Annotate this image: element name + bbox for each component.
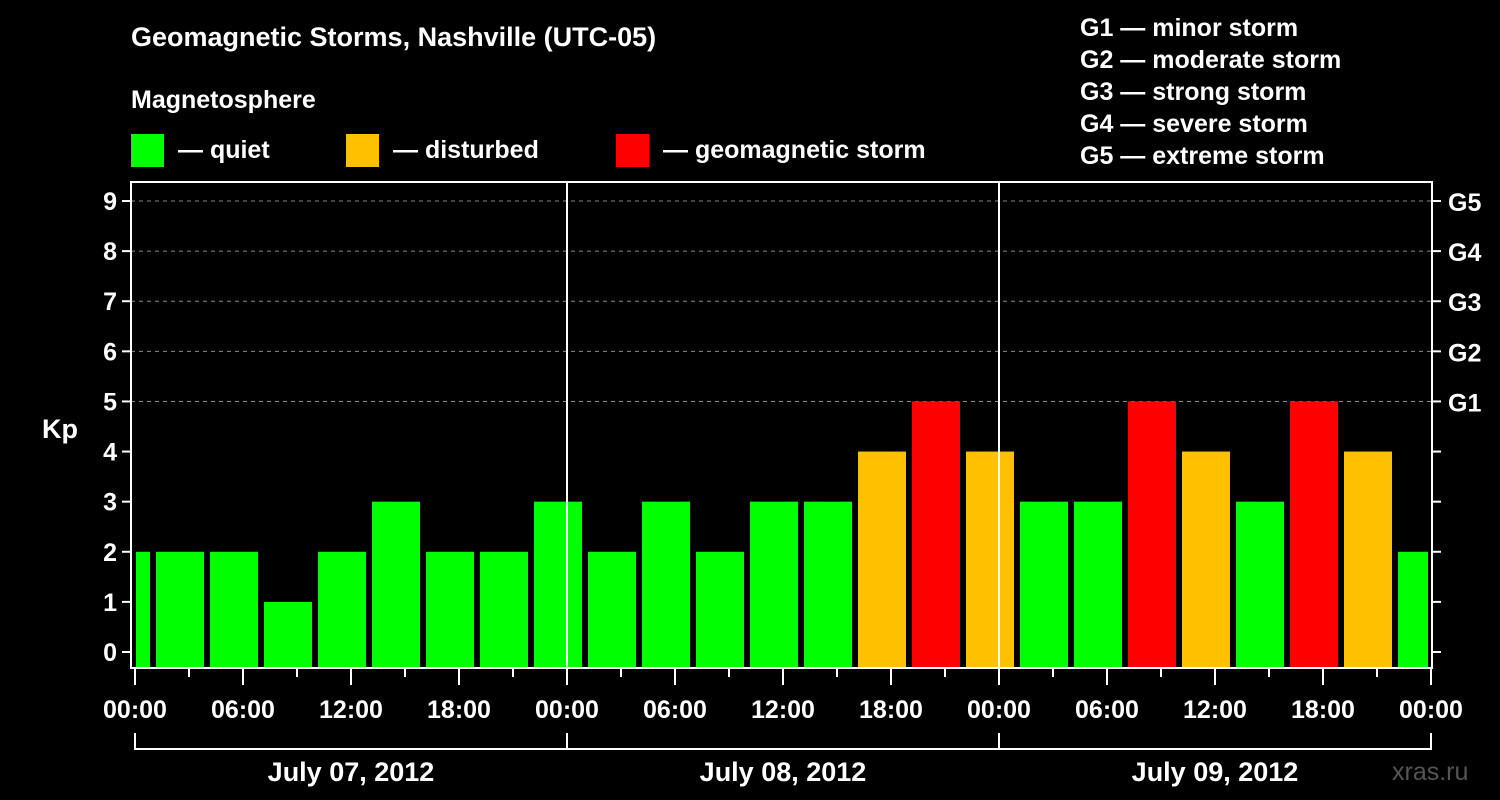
kp-bar — [534, 501, 582, 668]
g-scale-g2: G2 — moderate storm — [1080, 46, 1342, 74]
kp-bar — [696, 551, 744, 668]
g-tick-label: G2 — [1448, 339, 1481, 367]
g-tick-label: G4 — [1448, 239, 1481, 267]
y-tick-label: 0 — [103, 639, 117, 667]
g-tick-label: G1 — [1448, 389, 1481, 417]
kp-bar — [264, 601, 312, 668]
kp-bar — [136, 551, 150, 668]
legend-label: — quiet — [178, 136, 270, 164]
date-label: July 07, 2012 — [268, 757, 435, 787]
kp-bar — [426, 551, 474, 668]
plot-frame — [130, 181, 1433, 669]
watermark: xras.ru — [1392, 758, 1469, 786]
chart-title: Geomagnetic Storms, Nashville (UTC-05) — [131, 22, 657, 52]
y-axis-label: Kp — [42, 414, 78, 444]
date-bracket — [134, 733, 1432, 750]
kp-bar — [966, 451, 1014, 668]
x-tick-label: 06:00 — [211, 696, 275, 724]
legend-heading: Magnetosphere — [131, 86, 316, 114]
kp-bar — [210, 551, 258, 668]
legend-storm: — geomagnetic storm — [616, 134, 926, 167]
kp-bar — [1290, 401, 1338, 668]
y-tick-label: 1 — [103, 589, 117, 617]
kp-bar — [156, 551, 204, 668]
x-tick-label: 00:00 — [967, 696, 1031, 724]
y-tick-label: 9 — [103, 188, 117, 216]
date-label: July 08, 2012 — [700, 757, 867, 787]
legend-quiet: — quiet — [131, 134, 270, 167]
date-label: July 09, 2012 — [1132, 757, 1299, 787]
kp-bar — [1128, 401, 1176, 668]
x-tick-label: 00:00 — [535, 696, 599, 724]
x-tick-label: 12:00 — [751, 696, 815, 724]
kp-bar — [1182, 451, 1230, 668]
x-tick-label: 06:00 — [1075, 696, 1139, 724]
y-tick-label: 2 — [103, 539, 117, 567]
g-scale-g4: G4 — severe storm — [1080, 110, 1308, 138]
g-tick-label: G3 — [1448, 289, 1481, 317]
legend-label: — disturbed — [393, 136, 539, 164]
kp-bar — [858, 451, 906, 668]
kp-bar — [750, 501, 798, 668]
y-tick-label: 6 — [103, 338, 117, 366]
kp-bar — [1074, 501, 1122, 668]
x-tick-label: 06:00 — [643, 696, 707, 724]
y-tick-label: 7 — [103, 288, 117, 316]
kp-bar — [804, 501, 852, 668]
kp-bar — [1236, 501, 1284, 668]
kp-bar — [1344, 451, 1392, 668]
kp-bar — [642, 501, 690, 668]
kp-bar — [372, 501, 420, 668]
y-tick-label: 5 — [103, 388, 117, 416]
kp-bar — [1398, 551, 1428, 668]
kp-bar — [1020, 501, 1068, 668]
y-tick-label: 3 — [103, 489, 117, 517]
g-scale-g3: G3 — strong storm — [1080, 78, 1307, 106]
legend-label: — geomagnetic storm — [663, 136, 926, 164]
kp-bar — [318, 551, 366, 668]
x-tick-label: 18:00 — [427, 696, 491, 724]
x-tick-label: 00:00 — [1399, 696, 1463, 724]
storm-swatch — [616, 134, 649, 167]
kp-bar — [912, 401, 960, 668]
g-tick-label: G5 — [1448, 189, 1481, 217]
disturbed-swatch — [346, 134, 379, 167]
x-tick-label: 12:00 — [1183, 696, 1247, 724]
y-tick-label: 8 — [103, 238, 117, 266]
quiet-swatch — [131, 134, 164, 167]
x-tick-label: 18:00 — [859, 696, 923, 724]
x-tick-label: 00:00 — [103, 696, 167, 724]
kp-bar — [480, 551, 528, 668]
kp-bar — [588, 551, 636, 668]
x-tick-label: 18:00 — [1291, 696, 1355, 724]
legend-disturbed: — disturbed — [346, 134, 539, 167]
g-scale-g5: G5 — extreme storm — [1080, 142, 1325, 170]
x-tick-label: 12:00 — [319, 696, 383, 724]
y-tick-label: 4 — [103, 439, 117, 467]
g-scale-g1: G1 — minor storm — [1080, 14, 1299, 42]
